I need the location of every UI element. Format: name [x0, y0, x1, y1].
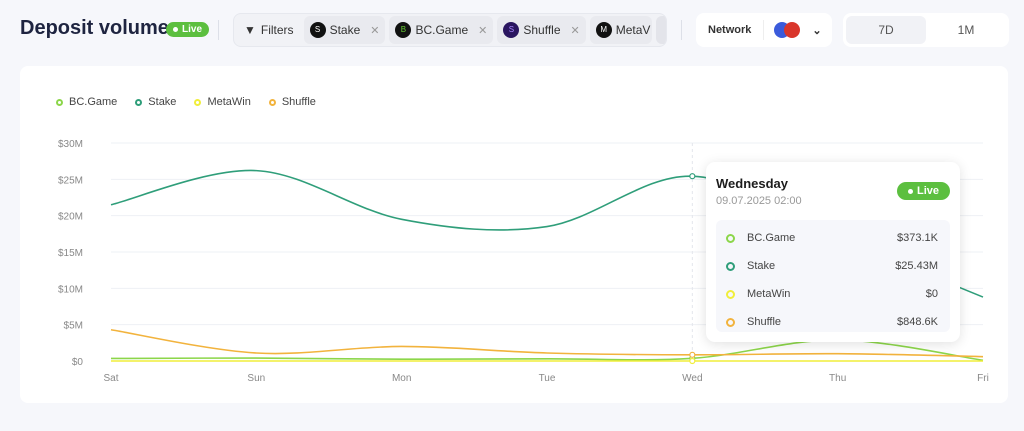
filter-chip-shuffle[interactable]: S Shuffle ✕ — [497, 16, 586, 44]
data-point — [689, 173, 696, 180]
tooltip-row: Stake $25.43M — [716, 252, 950, 280]
x-tick-label: Tue — [539, 373, 556, 384]
close-icon[interactable]: ✕ — [570, 24, 580, 37]
range-toggle: 7D 1M — [843, 13, 1009, 47]
data-point — [689, 357, 696, 365]
tooltip: Wednesday 09.07.2025 02:00 Live BC.Game $… — [706, 162, 960, 342]
y-tick-label: $0 — [72, 357, 84, 368]
legend-item-bcgame[interactable]: BC.Game — [56, 96, 117, 108]
tooltip-row: BC.Game $373.1K — [716, 224, 950, 252]
page-title: Deposit volume — [20, 17, 169, 39]
close-icon[interactable]: ✕ — [478, 24, 488, 37]
filters-bar: ▼ Filters S Stake ✕ B BC.Game ✕ S Shuffle ✕ M Me… — [233, 13, 667, 47]
legend-item-shuffle[interactable]: Shuffle — [268, 96, 316, 108]
metawin-logo-icon: M — [595, 22, 612, 38]
legend-item-stake[interactable]: Stake — [135, 96, 176, 108]
x-tick-label: Sun — [247, 373, 265, 384]
range-1m-button[interactable]: 1M — [957, 23, 975, 37]
line-chart: $0 $5M $10M $15M $20M $25M $30M Sat Sun Mon Tue Wed… — [58, 139, 989, 384]
x-tick-label: Mon — [392, 373, 411, 384]
filter-chip-metawin[interactable]: M MetaV — [589, 16, 653, 44]
filter-icon: ▼ — [244, 23, 256, 37]
x-tick-label: Thu — [829, 373, 846, 384]
y-tick-label: $10M — [58, 284, 83, 295]
live-badge: Live — [166, 22, 210, 37]
add-filter-button[interactable]: + — [656, 16, 666, 44]
bcgame-logo-icon: B — [395, 22, 412, 38]
y-tick-label: $25M — [58, 175, 83, 186]
tooltip-row: MetaWin $0 — [716, 280, 950, 308]
data-point — [689, 351, 696, 358]
divider — [218, 20, 219, 40]
x-tick-label: Fri — [977, 373, 989, 384]
y-tick-label: $20M — [58, 212, 83, 223]
divider — [681, 20, 682, 40]
chart-card: BC.Game Stake MetaWin Shuffle $0 $5M $10M $… — [20, 66, 1008, 403]
y-tick-label: $15M — [58, 248, 83, 259]
filter-chip-stake[interactable]: S Stake ✕ — [303, 16, 386, 44]
stake-logo-icon: S — [309, 22, 326, 38]
legend: BC.Game Stake MetaWin Shuffle — [56, 96, 316, 108]
filters-button[interactable]: ▼ Filters — [244, 23, 294, 37]
close-icon[interactable]: ✕ — [370, 24, 380, 37]
range-7d-button[interactable]: 7D — [846, 16, 926, 44]
series-line-shuffle — [110, 328, 984, 358]
tooltip-row: Shuffle $848.6K — [716, 308, 950, 336]
y-tick-label: $30M — [58, 139, 83, 150]
chevron-down-icon: ⌄ — [812, 24, 822, 37]
y-tick-label: $5M — [64, 321, 83, 332]
x-tick-label: Sat — [103, 373, 118, 384]
legend-item-metawin[interactable]: MetaWin — [194, 96, 251, 108]
series-line-bcgame — [110, 339, 984, 362]
network-select[interactable]: Network ⌄ — [696, 13, 832, 47]
x-tick-label: Wed — [682, 373, 702, 384]
filter-chip-bcgame[interactable]: B BC.Game ✕ — [389, 16, 494, 44]
shuffle-logo-icon: S — [503, 22, 520, 38]
network-coins-icon — [774, 22, 804, 38]
live-badge: Live — [896, 182, 950, 200]
header: Deposit volume Live ▼ Filters S Stake ✕ B BC… — [0, 12, 1024, 48]
